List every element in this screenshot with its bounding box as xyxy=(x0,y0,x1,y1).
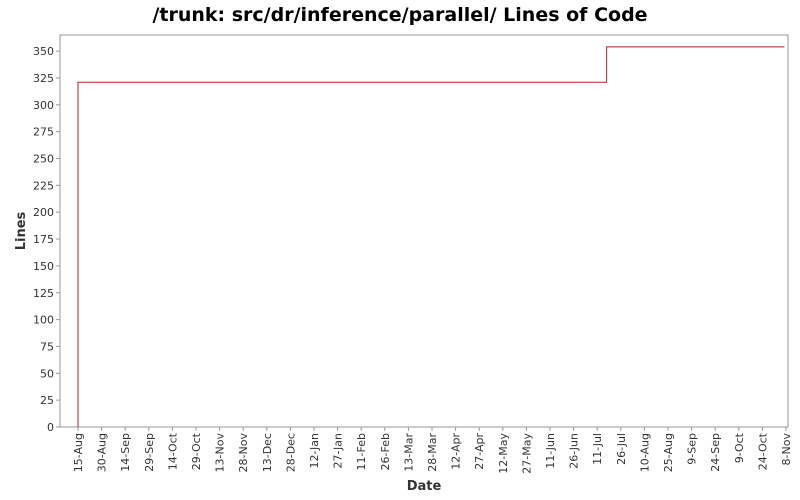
y-tick-label: 175 xyxy=(33,233,54,246)
x-axis-label: Date xyxy=(407,479,442,494)
y-axis-label: Lines xyxy=(14,211,29,250)
y-tick-label: 75 xyxy=(40,340,54,353)
x-tick-label: 29-Sep xyxy=(143,433,156,472)
y-tick-label: 350 xyxy=(33,45,54,58)
series-line xyxy=(77,46,785,427)
x-tick-label: 11-Jun xyxy=(544,433,557,469)
x-tick-label: 12-May xyxy=(497,433,510,474)
x-tick-label: 13-Mar xyxy=(402,433,415,472)
x-tick-label: 14-Sep xyxy=(119,433,132,472)
x-tick-label: 13-Nov xyxy=(214,433,227,473)
x-tick-label: 29-Oct xyxy=(190,432,203,470)
y-tick-label: 125 xyxy=(33,287,54,300)
x-tick-label: 11-Jul xyxy=(591,433,604,465)
x-tick-label: 15-Aug xyxy=(72,433,85,472)
y-tick-label: 100 xyxy=(33,314,54,327)
y-tick-label: 150 xyxy=(33,260,54,273)
x-tick-label: 27-May xyxy=(520,433,533,474)
x-tick-label: 27-Jan xyxy=(332,433,345,469)
y-tick-label: 250 xyxy=(33,153,54,166)
x-tick-label: 24-Sep xyxy=(709,433,722,472)
x-tick-label: 26-Jun xyxy=(568,433,581,469)
x-tick-label: 28-Nov xyxy=(237,433,250,473)
chart-title: /trunk: src/dr/inference/parallel/ Lines… xyxy=(152,4,647,26)
x-tick-label: 10-Aug xyxy=(638,433,651,472)
x-axis: 15-Aug 30-Aug 14-Sep 29-Sep 14-Oct 29-Oct 13-N… xyxy=(72,427,793,474)
plot-area xyxy=(59,34,789,428)
x-tick-label: 12-Apr xyxy=(450,433,463,470)
y-tick-label: 275 xyxy=(33,126,54,139)
x-tick-label: 24-Oct xyxy=(756,432,769,470)
x-tick-label: 25-Aug xyxy=(662,433,675,472)
x-tick-label: 11-Feb xyxy=(355,433,368,470)
x-tick-label: 12-Jan xyxy=(308,433,321,469)
x-tick-label: 9-Sep xyxy=(686,433,699,465)
y-tick-label: 225 xyxy=(33,179,54,192)
x-tick-label: 27-Apr xyxy=(473,433,486,470)
y-axis: 0 25 50 75 100 125 150 175 200 225 250 275 300 325 350 xyxy=(33,45,60,434)
x-tick-label: 13-Dec xyxy=(261,433,274,472)
y-tick-label: 50 xyxy=(40,367,54,380)
x-tick-label: 26-Jul xyxy=(615,433,628,465)
x-tick-label: 26-Feb xyxy=(379,433,392,470)
y-tick-label: 325 xyxy=(33,72,54,85)
y-tick-label: 300 xyxy=(33,99,54,112)
y-tick-label: 25 xyxy=(40,394,54,407)
x-tick-label: 28-Dec xyxy=(284,433,297,472)
x-tick-label: 28-Mar xyxy=(426,433,439,472)
y-tick-label: 200 xyxy=(33,206,54,219)
x-tick-label: 14-Oct xyxy=(166,432,179,470)
x-tick-label: 9-Oct xyxy=(733,432,746,463)
x-tick-label: 30-Aug xyxy=(96,433,109,472)
x-tick-label: 8-Nov xyxy=(780,433,793,466)
y-tick-label: 0 xyxy=(47,421,54,434)
